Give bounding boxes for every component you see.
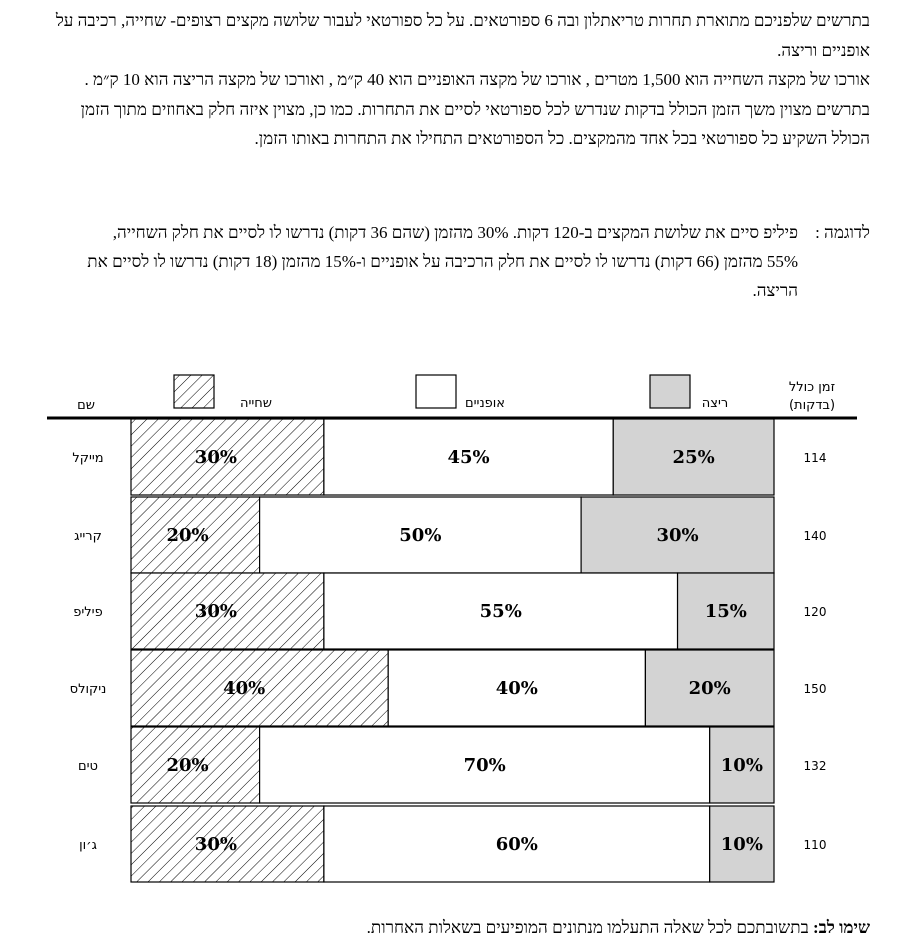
header-total-unit: (בדקות) <box>789 398 835 413</box>
bar-segment-3-1 <box>387 649 647 727</box>
row-total-5: 110 <box>804 838 827 852</box>
header-name-label: שם <box>77 398 95 413</box>
data-label-5-2: 10% <box>721 834 763 855</box>
data-label-1-1: 50% <box>399 525 441 546</box>
row-name-0: מייקל <box>72 451 103 466</box>
example-block: לדוגמה : פיליפ סיים את שלושת המקצים ב-12… <box>40 218 870 305</box>
data-label-4-1: 70% <box>464 755 506 776</box>
intro-paragraph-1: בתרשים שלפניכם מתוארת תחרות טריאתלון ובה… <box>55 11 870 60</box>
row-total-3: 150 <box>804 682 827 696</box>
row-total-2: 120 <box>804 605 827 619</box>
data-label-2-1: 55% <box>480 601 522 622</box>
bar-segment-4-2 <box>709 726 775 804</box>
chart-rows: 30% 45% 25% מייקל 114 20% 50% 30% קרייג 140 30% 55%… <box>70 418 827 883</box>
data-label-1-2: 30% <box>656 525 698 546</box>
data-label-4-2: 10% <box>721 755 763 776</box>
data-label-5-1: 60% <box>496 834 538 855</box>
legend-label-1: אופניים <box>465 396 505 411</box>
bar-segment-3-2 <box>644 649 775 727</box>
bar-segment-1-1 <box>259 496 582 574</box>
data-label-3-2: 20% <box>689 678 731 699</box>
bar-segment-5-1 <box>323 805 711 883</box>
intro-text: בתרשים שלפניכם מתוארת תחרות טריאתלון ובה… <box>40 6 870 154</box>
legend-label-0: שחייה <box>240 396 272 411</box>
example-label: לדוגמה : <box>815 223 870 242</box>
legend-swatch-2 <box>649 374 691 409</box>
data-label-0-2: 25% <box>673 447 715 468</box>
legend: שחייה אופניים ריצה <box>173 374 728 411</box>
intro-paragraph-3: בתרשים מצוין משך הזמן הכולל בדקות שנדרש … <box>80 99 870 149</box>
intro-paragraph-2: אורכו של מקצה השחייה הוא 1,500 מטרים , א… <box>84 70 871 89</box>
bar-segment-0-2 <box>612 418 775 496</box>
bar-segment-2-0 <box>130 572 325 650</box>
bar-segment-5-2 <box>709 805 775 883</box>
note-text: בתשובתכם לכל שאלה התעלמו מנתונים המופיעי… <box>366 918 809 937</box>
data-label-2-0: 30% <box>195 601 237 622</box>
note: שימו לב: בתשובתכם לכל שאלה התעלמו מנתוני… <box>40 918 870 938</box>
data-label-4-0: 20% <box>167 755 209 776</box>
bar-segment-1-2 <box>580 496 775 574</box>
example-text: פיליפ סיים את שלושת המקצים ב-120 דקות. 3… <box>87 223 798 300</box>
bar-segment-1-0 <box>130 496 261 574</box>
header-total-label: זמן כולל <box>789 380 835 395</box>
bar-segment-4-0 <box>130 726 261 804</box>
row-name-2: פיליפ <box>73 605 102 620</box>
row-name-3: ניקולס <box>70 682 107 697</box>
data-label-3-0: 40% <box>223 678 265 699</box>
data-label-0-1: 45% <box>447 447 489 468</box>
note-label: שימו לב: <box>813 918 870 937</box>
data-label-0-0: 30% <box>195 447 237 468</box>
data-label-5-0: 30% <box>195 834 237 855</box>
bar-segment-5-0 <box>130 805 325 883</box>
bar-segment-3-0 <box>130 649 389 727</box>
row-name-5: ג׳ון <box>79 838 97 853</box>
legend-swatch-1 <box>415 374 457 409</box>
row-total-0: 114 <box>804 451 827 465</box>
row-total-1: 140 <box>804 529 827 543</box>
row-name-1: קרייג <box>74 529 102 544</box>
legend-swatch-0 <box>173 374 215 409</box>
row-name-4: טים <box>78 759 98 774</box>
bar-segment-0-1 <box>323 418 614 496</box>
bar-segment-2-2 <box>676 572 775 650</box>
row-total-4: 132 <box>804 759 827 773</box>
data-label-1-0: 20% <box>167 525 209 546</box>
legend-label-2: ריצה <box>702 396 728 411</box>
data-label-3-1: 40% <box>496 678 538 699</box>
bar-segment-0-0 <box>130 418 325 496</box>
data-label-2-2: 15% <box>705 601 747 622</box>
